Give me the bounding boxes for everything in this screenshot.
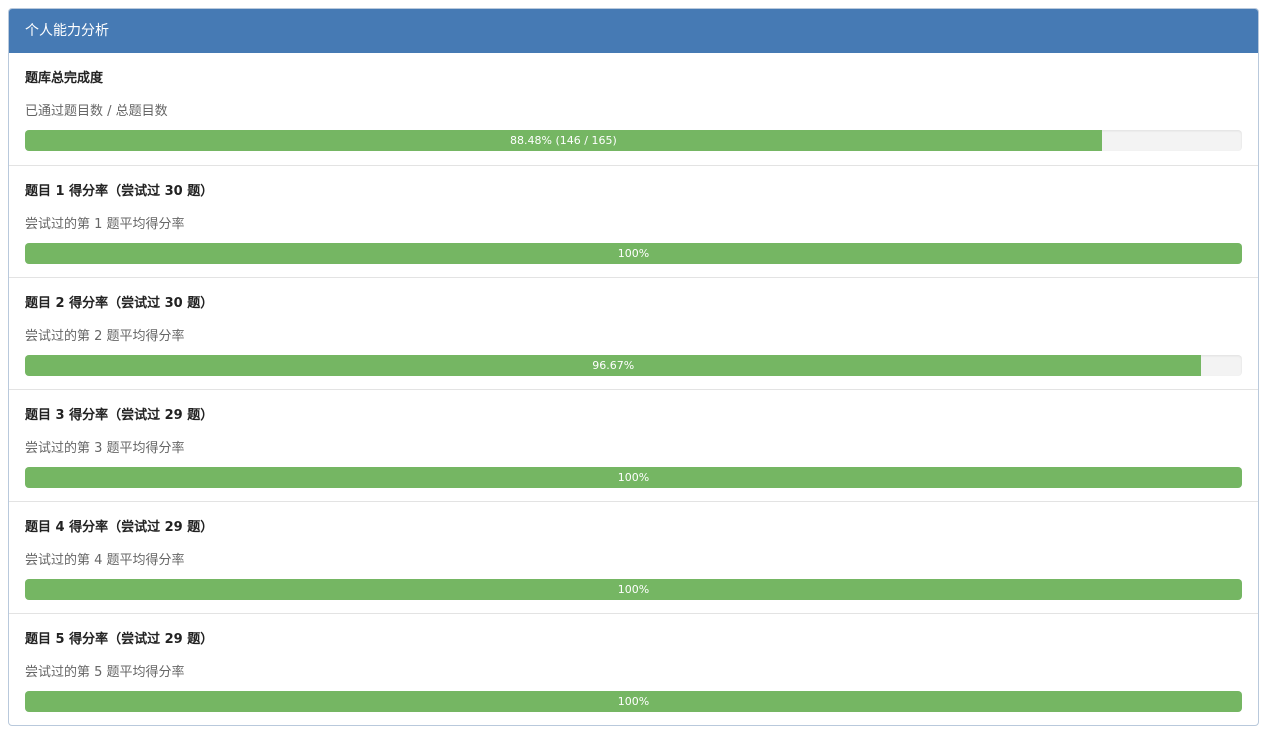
progress-label: 100% xyxy=(617,247,650,260)
progress-bar: 100% xyxy=(25,467,1242,488)
list-item: 题目 2 得分率（尝试过 30 题） 尝试过的第 2 题平均得分率 96.67% xyxy=(9,277,1258,389)
panel: 个人能力分析 题库总完成度已通过题目数 / 总题目数 88.48% (146 / … xyxy=(8,8,1259,726)
item-subtitle: 尝试过的第 1 题平均得分率 xyxy=(25,217,185,232)
list-item: 题库总完成度已通过题目数 / 总题目数 88.48% (146 / 165) xyxy=(9,53,1258,165)
item-subtitle: 已通过题目数 / 总题目数 xyxy=(25,104,168,119)
progress-track: 100% xyxy=(25,467,1242,488)
item-title: 题目 1 得分率（尝试过 30 题） xyxy=(25,184,214,199)
panel-title: 个人能力分析 xyxy=(9,9,1258,53)
progress-track: 100% xyxy=(25,243,1242,264)
item-title: 题目 3 得分率（尝试过 29 题） xyxy=(25,408,214,423)
item-title: 题目 5 得分率（尝试过 29 题） xyxy=(25,632,214,647)
progress-label: 100% xyxy=(617,471,650,484)
list-item: 题目 1 得分率（尝试过 30 题） 尝试过的第 1 题平均得分率 100% xyxy=(9,165,1258,277)
progress-label: 96.67% xyxy=(592,359,635,372)
progress-track: 88.48% (146 / 165) xyxy=(25,130,1242,151)
item-title: 题目 4 得分率（尝试过 29 题） xyxy=(25,520,214,535)
progress-bar: 100% xyxy=(25,579,1242,600)
progress-track: 100% xyxy=(25,691,1242,712)
item-subtitle: 尝试过的第 3 题平均得分率 xyxy=(25,441,185,456)
progress-track: 96.67% xyxy=(25,355,1242,376)
progress-label: 100% xyxy=(617,583,650,596)
item-subtitle: 尝试过的第 5 题平均得分率 xyxy=(25,665,185,680)
progress-bar: 88.48% (146 / 165) xyxy=(25,130,1102,151)
list-item: 题目 3 得分率（尝试过 29 题） 尝试过的第 3 题平均得分率 100% xyxy=(9,389,1258,501)
progress-bar: 100% xyxy=(25,243,1242,264)
item-title: 题库总完成度 xyxy=(25,71,104,86)
item-title: 题目 2 得分率（尝试过 30 题） xyxy=(25,296,214,311)
item-subtitle: 尝试过的第 4 题平均得分率 xyxy=(25,553,185,568)
progress-label: 88.48% (146 / 165) xyxy=(510,134,617,147)
item-subtitle: 尝试过的第 2 题平均得分率 xyxy=(25,329,185,344)
item-list: 题库总完成度已通过题目数 / 总题目数 88.48% (146 / 165) 题目 … xyxy=(9,53,1258,725)
progress-track: 100% xyxy=(25,579,1242,600)
progress-bar: 96.67% xyxy=(25,355,1202,376)
list-item: 题目 4 得分率（尝试过 29 题） 尝试过的第 4 题平均得分率 100% xyxy=(9,501,1258,613)
list-item: 题目 5 得分率（尝试过 29 题） 尝试过的第 5 题平均得分率 100% xyxy=(9,613,1258,725)
progress-bar: 100% xyxy=(25,691,1242,712)
progress-label: 100% xyxy=(617,695,650,708)
